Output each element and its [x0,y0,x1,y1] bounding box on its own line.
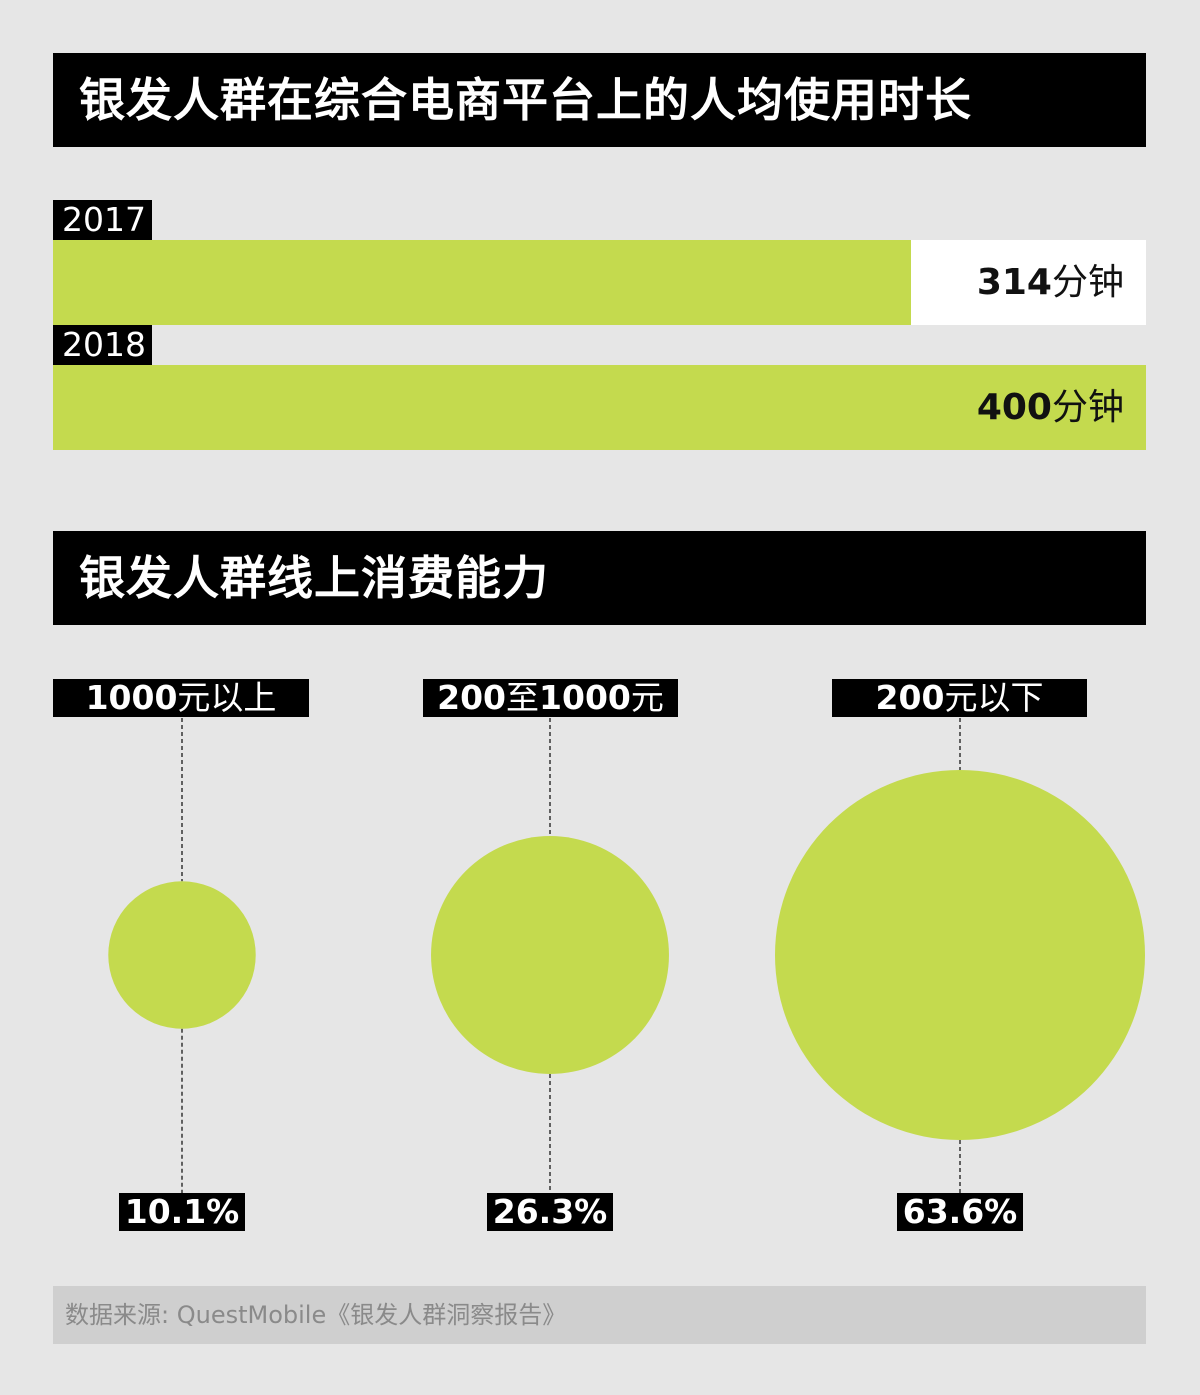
bubble-value-label: 10.1% [119,1193,245,1231]
bubble-value-label: 63.6% [897,1193,1023,1231]
bubble-2 [431,836,669,1074]
bar-2017 [53,240,911,325]
section-title-spending: 银发人群线上消费能力 [53,531,1146,625]
bubble-category-label: 200元以下 [832,679,1087,717]
data-source-note: 数据来源: QuestMobile《银发人群洞察报告》 [53,1286,1146,1344]
section-title-usage: 银发人群在综合电商平台上的人均使用时长 [53,53,1146,147]
bar-value-label: 314分钟 [976,262,1124,303]
bubble-3 [775,770,1145,1140]
bubble-category-label: 1000元以上 [53,679,309,717]
bubble-1 [108,881,256,1029]
bar-value-label: 400分钟 [976,387,1124,428]
bar-category-label: 2018 [53,325,152,365]
bar-track: 314分钟 [53,240,1146,325]
bar-track: 400分钟 [53,365,1146,450]
bubble-category-label: 200至1000元 [423,679,678,717]
spending-bubble-chart [108,718,1145,1193]
bubble-value-label: 26.3% [487,1193,613,1231]
bar-category-label: 2017 [53,200,152,240]
bar-2018 [53,365,1146,450]
